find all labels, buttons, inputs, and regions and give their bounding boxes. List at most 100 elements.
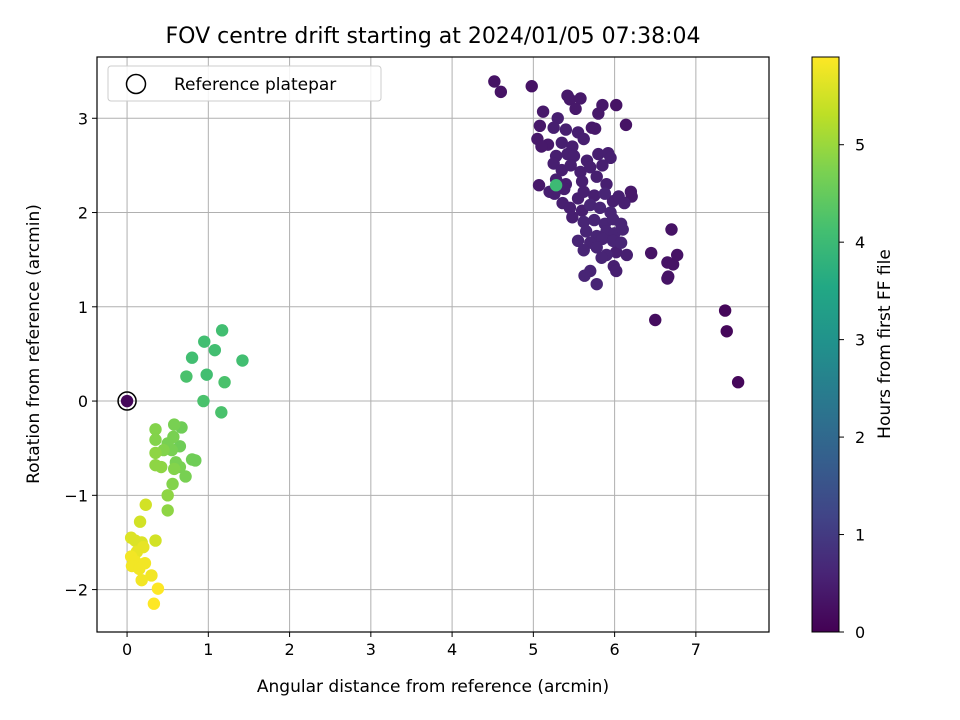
colorbar-tick-label: 3 bbox=[855, 331, 865, 350]
y-tick-label: 3 bbox=[78, 109, 88, 128]
data-point bbox=[588, 122, 602, 135]
legend-marker-icon bbox=[125, 73, 147, 95]
colorbar: 0 1 2 3 4 5 Hours from first FF file bbox=[811, 56, 895, 642]
data-point bbox=[604, 151, 617, 165]
y-tick-label: 1 bbox=[78, 298, 88, 317]
data-point bbox=[185, 351, 199, 364]
data-points bbox=[120, 75, 745, 610]
chart-title: FOV centre drift starting at 2024/01/05 … bbox=[166, 24, 701, 49]
data-point bbox=[593, 201, 607, 215]
colorbar-tick-label: 5 bbox=[855, 136, 865, 155]
data-point bbox=[525, 80, 538, 93]
colorbar-tick-label: 4 bbox=[855, 233, 865, 252]
data-point bbox=[665, 223, 678, 236]
data-point bbox=[731, 376, 745, 389]
data-point bbox=[718, 304, 732, 317]
x-tick-label: 7 bbox=[691, 640, 701, 659]
data-point bbox=[596, 159, 609, 172]
data-point bbox=[166, 477, 179, 491]
data-point bbox=[618, 196, 631, 210]
data-point bbox=[147, 597, 161, 610]
data-point bbox=[584, 198, 597, 212]
data-point bbox=[614, 236, 628, 249]
y-tick-label: −1 bbox=[64, 486, 88, 505]
data-point bbox=[547, 121, 560, 134]
y-tick-label: 2 bbox=[78, 204, 88, 223]
data-point bbox=[200, 368, 213, 381]
data-point bbox=[488, 75, 501, 88]
data-point bbox=[149, 534, 162, 547]
data-point bbox=[149, 433, 162, 446]
legend-label: Reference platepar bbox=[174, 75, 336, 95]
data-point bbox=[616, 223, 629, 236]
data-point bbox=[575, 175, 589, 188]
data-point bbox=[139, 498, 152, 511]
data-point bbox=[180, 370, 193, 383]
x-tick-label: 4 bbox=[447, 640, 457, 659]
data-point bbox=[600, 178, 613, 191]
data-point bbox=[661, 272, 674, 285]
data-point bbox=[151, 582, 165, 595]
data-point bbox=[649, 313, 662, 327]
data-point bbox=[578, 269, 591, 282]
data-point bbox=[149, 423, 162, 436]
data-point bbox=[590, 241, 603, 254]
data-point bbox=[571, 234, 585, 248]
data-point bbox=[167, 462, 181, 476]
data-point bbox=[551, 112, 564, 125]
colorbar-tick-label: 1 bbox=[855, 526, 865, 545]
data-point bbox=[579, 225, 593, 238]
x-tick-label: 2 bbox=[284, 640, 294, 659]
x-tick-label: 6 bbox=[610, 640, 620, 659]
data-point bbox=[574, 165, 587, 179]
data-point bbox=[145, 569, 158, 582]
colorbar-tick-label: 0 bbox=[855, 623, 865, 642]
data-point bbox=[149, 446, 162, 460]
y-tick-label: 0 bbox=[78, 392, 88, 411]
data-point bbox=[670, 248, 684, 262]
data-point bbox=[569, 102, 582, 116]
data-point bbox=[135, 573, 148, 587]
data-point bbox=[595, 251, 608, 264]
data-point bbox=[610, 98, 623, 112]
reference-platepar-marker bbox=[117, 391, 137, 411]
data-point bbox=[167, 418, 181, 431]
data-point bbox=[563, 93, 577, 106]
data-point bbox=[588, 213, 601, 227]
data-point bbox=[533, 119, 547, 133]
data-point bbox=[549, 178, 563, 192]
data-point bbox=[666, 258, 680, 271]
data-point bbox=[577, 244, 590, 257]
data-point bbox=[566, 211, 579, 224]
data-point bbox=[215, 324, 229, 337]
data-point bbox=[574, 92, 587, 105]
data-point bbox=[215, 406, 228, 419]
x-tick-label: 1 bbox=[203, 640, 213, 659]
x-axis-label: Angular distance from reference (arcmin) bbox=[257, 677, 609, 697]
data-point bbox=[197, 394, 210, 408]
data-point bbox=[584, 161, 597, 174]
data-point bbox=[218, 376, 231, 389]
data-point bbox=[133, 562, 146, 576]
data-point bbox=[563, 201, 577, 215]
data-point bbox=[588, 189, 601, 202]
data-point bbox=[208, 343, 222, 357]
x-tick-label: 0 bbox=[122, 640, 132, 659]
x-tick-label: 5 bbox=[528, 640, 538, 659]
data-point bbox=[535, 140, 548, 153]
data-point bbox=[189, 454, 202, 467]
grid-lines bbox=[97, 57, 769, 632]
x-tick-label: 3 bbox=[366, 640, 376, 659]
data-point bbox=[598, 187, 612, 200]
colorbar-label: Hours from first FF file bbox=[875, 249, 895, 439]
data-point bbox=[620, 248, 633, 262]
x-axis-ticks: 0 1 2 3 4 5 6 7 bbox=[122, 632, 701, 659]
data-point bbox=[120, 394, 134, 408]
colorbar-tick-label: 2 bbox=[855, 428, 865, 447]
data-point bbox=[198, 335, 211, 348]
data-point bbox=[133, 515, 147, 528]
data-point bbox=[619, 118, 633, 132]
legend: Reference platepar bbox=[107, 65, 382, 102]
data-point bbox=[179, 470, 192, 483]
